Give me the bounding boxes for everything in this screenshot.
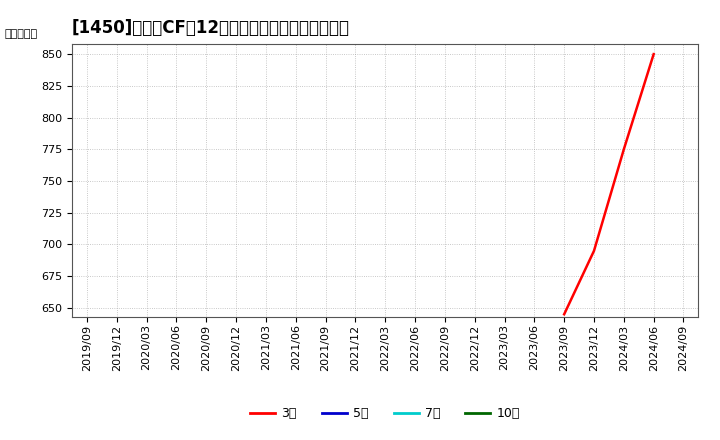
Text: [1450]　営業CFだ12か月移動合計の平均値の推移: [1450] 営業CFだ12か月移動合計の平均値の推移 [72, 19, 350, 37]
Legend: 3年, 5年, 7年, 10年: 3年, 5年, 7年, 10年 [246, 402, 525, 425]
Y-axis label: （百万円）: （百万円） [4, 29, 37, 39]
